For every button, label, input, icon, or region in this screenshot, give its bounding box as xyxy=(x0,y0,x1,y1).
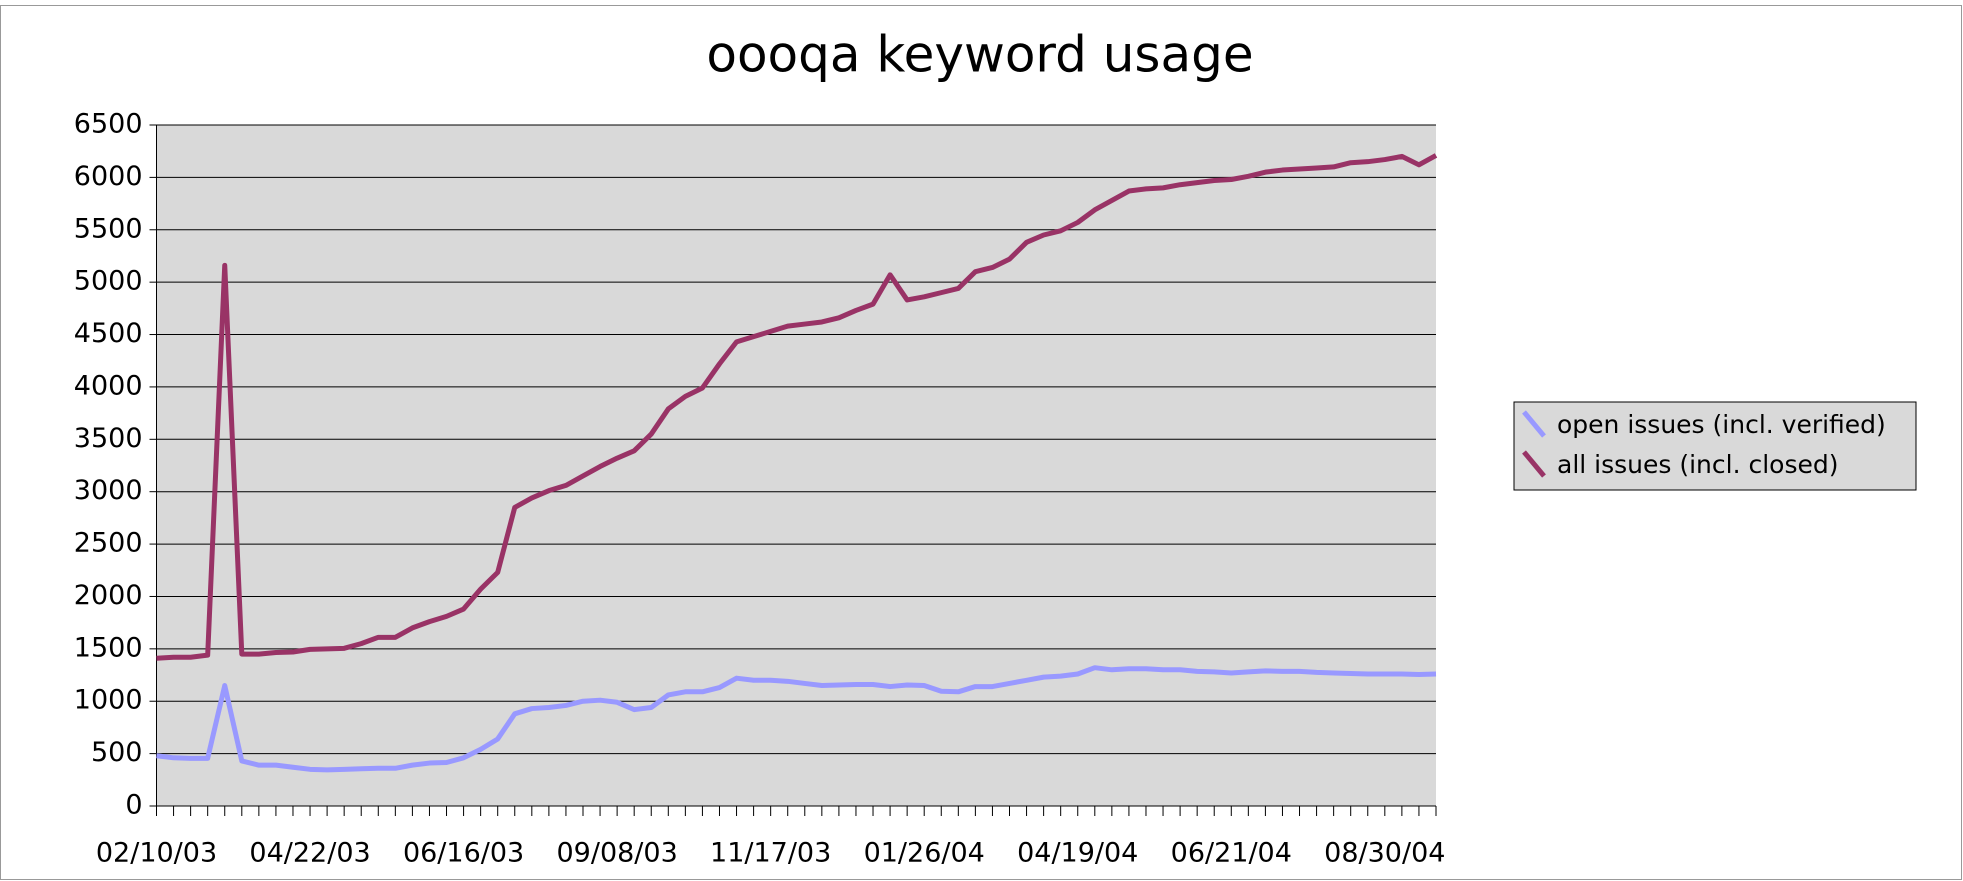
x-tick-label: 04/22/03 xyxy=(249,838,370,869)
x-tick-label: 09/08/03 xyxy=(556,838,677,869)
chart-title: oooqa keyword usage xyxy=(706,26,1253,84)
y-tick-label: 6500 xyxy=(74,109,143,140)
y-tick-label: 3500 xyxy=(74,423,143,454)
y-tick-label: 6000 xyxy=(74,161,143,192)
x-tick-label: 06/21/04 xyxy=(1171,838,1292,869)
x-tick-label: 02/10/03 xyxy=(96,838,217,869)
x-tick-label: 06/16/03 xyxy=(403,838,524,869)
y-tick-label: 1500 xyxy=(74,632,143,663)
legend-box xyxy=(1513,401,1917,491)
y-tick-label: 5500 xyxy=(74,213,143,244)
x-tick-label: 04/19/04 xyxy=(1017,838,1138,869)
x-tick-label: 01/26/04 xyxy=(864,838,985,869)
y-tick-label: 2000 xyxy=(74,580,143,611)
legend-swatch xyxy=(1522,450,1546,478)
y-tick-label: 2500 xyxy=(74,528,143,559)
y-tick-label: 3000 xyxy=(74,475,143,506)
x-tick-label: 11/17/03 xyxy=(710,838,831,869)
x-tick-label: 08/30/04 xyxy=(1324,838,1445,869)
y-tick-label: 4500 xyxy=(74,318,143,349)
y-tick-label: 1000 xyxy=(74,685,143,716)
y-tick-label: 0 xyxy=(125,790,142,821)
y-tick-label: 4000 xyxy=(74,370,143,401)
y-tick-label: 500 xyxy=(91,737,143,768)
legend-label: open issues (incl. verified) xyxy=(1557,410,1886,439)
series-line xyxy=(156,153,1438,661)
y-tick-label: 5000 xyxy=(74,266,143,297)
legend-swatch xyxy=(1522,410,1546,438)
series-line xyxy=(156,665,1437,773)
plot-background xyxy=(156,125,1436,806)
legend-label: all issues (incl. closed) xyxy=(1557,450,1839,479)
